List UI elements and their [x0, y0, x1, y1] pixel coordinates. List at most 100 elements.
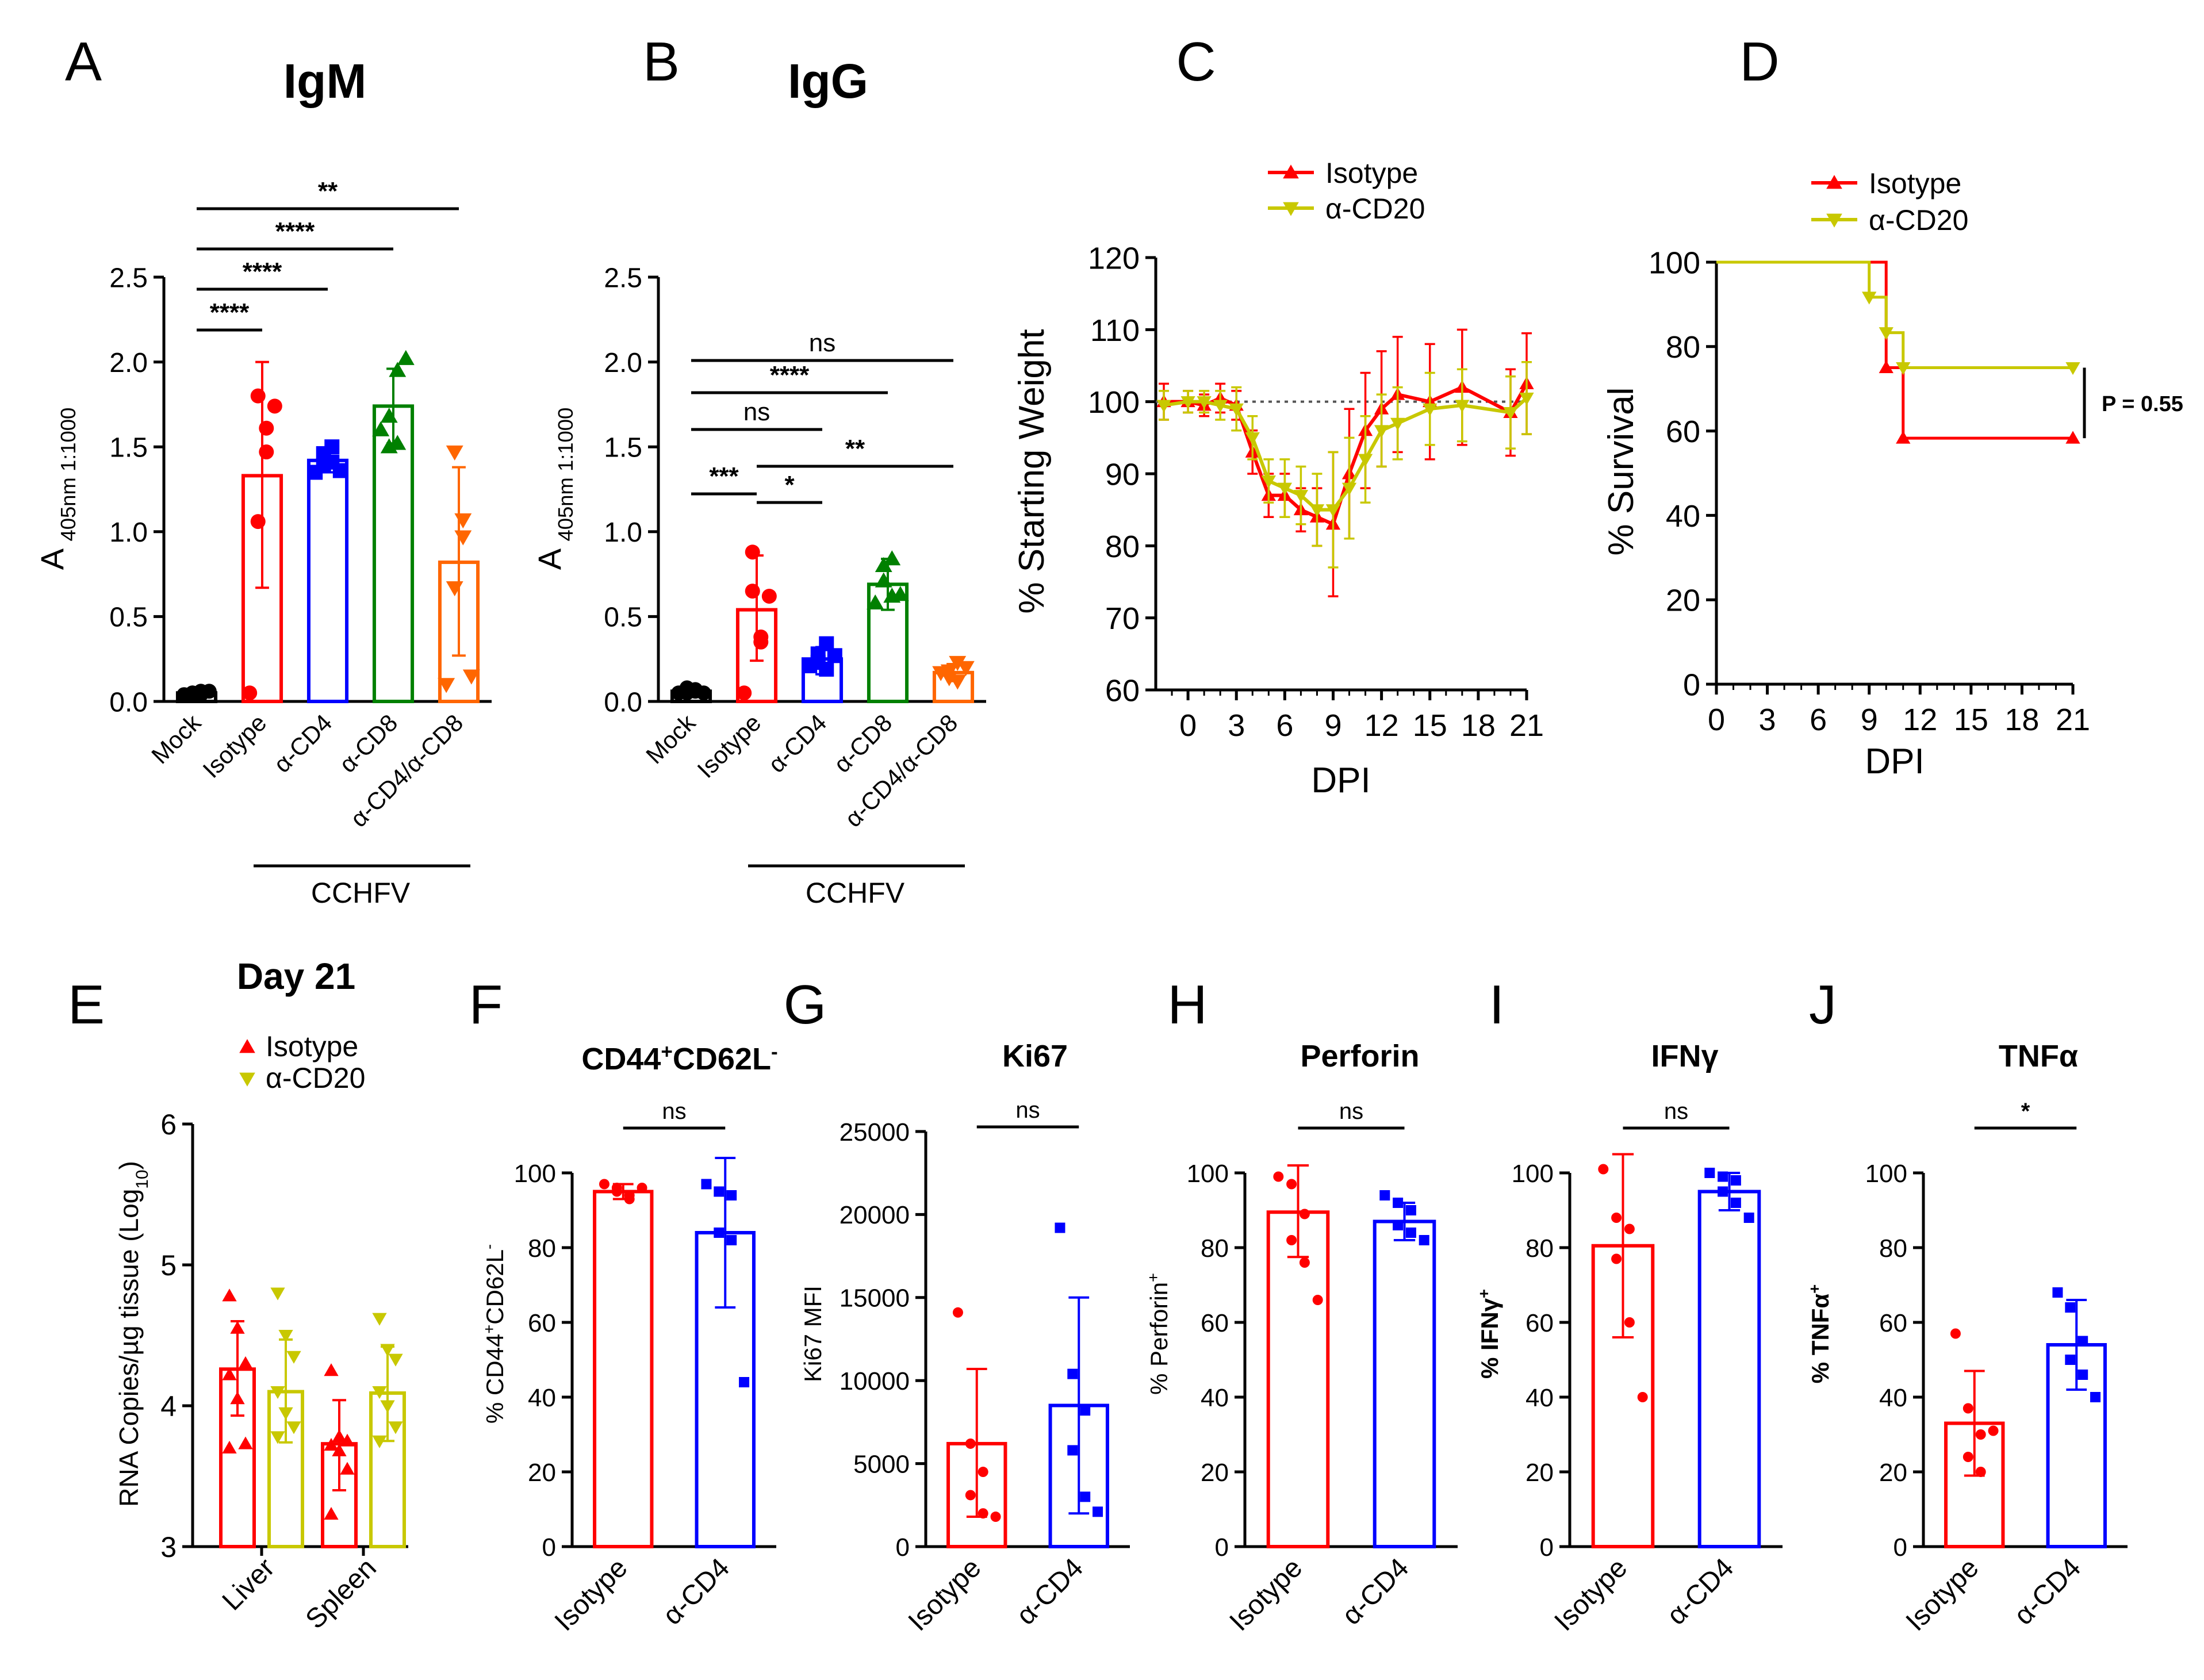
- data-point: [270, 1431, 285, 1444]
- y-tick-label: 0.5: [604, 603, 642, 633]
- x-tick-label: 21: [2056, 703, 2090, 737]
- survival-line: [1716, 260, 2073, 369]
- sig-label: ****: [770, 361, 810, 389]
- sig-label: ****: [243, 258, 282, 286]
- data-point: [270, 1386, 285, 1399]
- data-point: [389, 362, 407, 377]
- sig-label: **: [845, 435, 865, 463]
- data-point: [1405, 1205, 1416, 1215]
- y-tick-label: 100: [1187, 1160, 1229, 1188]
- x-tick-label: α-CD4: [1336, 1552, 1415, 1631]
- y-axis-label-H-part: +: [1144, 1273, 1162, 1282]
- y-axis-label-E-part: RNA Copies/µg tissue (Log: [114, 1189, 144, 1507]
- data-point: [1718, 1186, 1728, 1197]
- y-tick-label: 40: [1879, 1384, 1907, 1412]
- y-tick-label: 100: [1088, 385, 1140, 420]
- sig-label: **: [318, 177, 338, 205]
- data-point: [726, 1235, 737, 1245]
- data-point: [978, 1508, 988, 1519]
- data-point: [1879, 360, 1893, 373]
- y-tick-label: 0: [542, 1533, 556, 1562]
- x-tick-label: 21: [1509, 708, 1544, 743]
- data-point: [965, 1438, 976, 1449]
- data-point: [1503, 406, 1518, 420]
- data-point: [1962, 1403, 1973, 1414]
- y-tick-label: 100: [514, 1160, 556, 1188]
- y-axis-label-A-part: A: [34, 548, 70, 570]
- group-label-A: CCHFV: [311, 877, 411, 909]
- y-axis-label-F: % CD44+CD62L-: [480, 1244, 509, 1424]
- data-point: [1419, 1235, 1429, 1245]
- y-tick-label: 0: [1540, 1533, 1554, 1562]
- data-point: [278, 1330, 293, 1343]
- data-point: [599, 1179, 610, 1190]
- data-point: [1299, 1257, 1310, 1268]
- data-point: [1379, 1190, 1390, 1200]
- sig-label: ns: [743, 398, 770, 426]
- panel-label-J: J: [1809, 974, 1837, 1035]
- y-tick-label: 80: [1105, 530, 1140, 564]
- data-point: [446, 445, 463, 461]
- panel-label-B: B: [643, 31, 680, 93]
- panel-label-H: H: [1167, 974, 1207, 1035]
- data-point: [949, 674, 967, 690]
- x-tick-label: 15: [1413, 708, 1447, 743]
- y-axis-label-F-part: CD62L: [481, 1249, 508, 1325]
- data-point: [388, 1421, 403, 1434]
- x-tick-label: α-CD4: [2008, 1552, 2087, 1631]
- panel-title-F-part: -: [771, 1041, 778, 1063]
- bar: [1697, 1190, 1761, 1548]
- data-point: [340, 1462, 355, 1475]
- legend-label: α-CD20: [1325, 193, 1425, 225]
- data-point: [1730, 1198, 1741, 1208]
- data-point: [1637, 1392, 1648, 1402]
- data-point: [397, 350, 415, 365]
- series-line: [1163, 397, 1528, 512]
- y-axis-label-D: % Survival: [1601, 388, 1641, 556]
- y-axis-label-J-part: +: [1806, 1284, 1823, 1294]
- data-point: [714, 1228, 725, 1238]
- y-tick-label: 110: [1090, 313, 1140, 348]
- data-point: [1975, 1429, 1986, 1440]
- x-tick-label: 6: [1810, 703, 1827, 737]
- y-tick-label: 40: [1666, 499, 1700, 534]
- x-tick-label: Isotype: [1224, 1552, 1308, 1637]
- data-point: [230, 1391, 245, 1405]
- data-point: [1229, 403, 1244, 416]
- y-tick-label: 60: [1201, 1309, 1229, 1337]
- y-tick-label: 0.5: [109, 603, 148, 633]
- y-tick-label: 0: [896, 1533, 910, 1562]
- x-tick-label: α-CD4: [269, 709, 338, 778]
- y-tick-label: 40: [1201, 1384, 1229, 1412]
- data-point: [745, 544, 760, 560]
- x-tick-label: 0: [1179, 708, 1197, 743]
- data-point: [250, 514, 266, 530]
- x-tick-label: 3: [1228, 708, 1245, 743]
- y-axis-label-H: % Perforin+: [1144, 1273, 1173, 1395]
- y-tick-label: 10000: [840, 1367, 910, 1395]
- data-point: [891, 586, 909, 601]
- data-point: [238, 1356, 253, 1369]
- data-point: [714, 1186, 725, 1197]
- x-tick-label: α-CD4: [1011, 1552, 1089, 1631]
- data-point: [324, 439, 340, 455]
- panel-title-H: Perforin: [1300, 1039, 1419, 1073]
- data-point: [1730, 1175, 1741, 1186]
- sig-label: ns: [1339, 1099, 1363, 1124]
- x-tick-label: Isotype: [1548, 1552, 1633, 1637]
- data-point: [372, 421, 390, 436]
- data-point: [1067, 1368, 1078, 1379]
- y-tick-label: 1.0: [109, 517, 148, 548]
- y-tick-label: 4: [160, 1390, 177, 1422]
- x-tick-label: 9: [1861, 703, 1878, 737]
- y-tick-label: 80: [528, 1234, 556, 1263]
- data-point: [1309, 504, 1325, 517]
- y-tick-label: 0: [1893, 1533, 1907, 1562]
- x-tick-label: α-CD4: [657, 1552, 735, 1631]
- data-point: [1393, 1220, 1404, 1230]
- data-point: [324, 1437, 339, 1451]
- y-axis-label-A-part: 405nm 1:1000: [56, 408, 80, 542]
- y-tick-label: 0.0: [604, 687, 642, 718]
- y-tick-label: 60: [1105, 673, 1140, 708]
- bar: [1373, 1219, 1436, 1548]
